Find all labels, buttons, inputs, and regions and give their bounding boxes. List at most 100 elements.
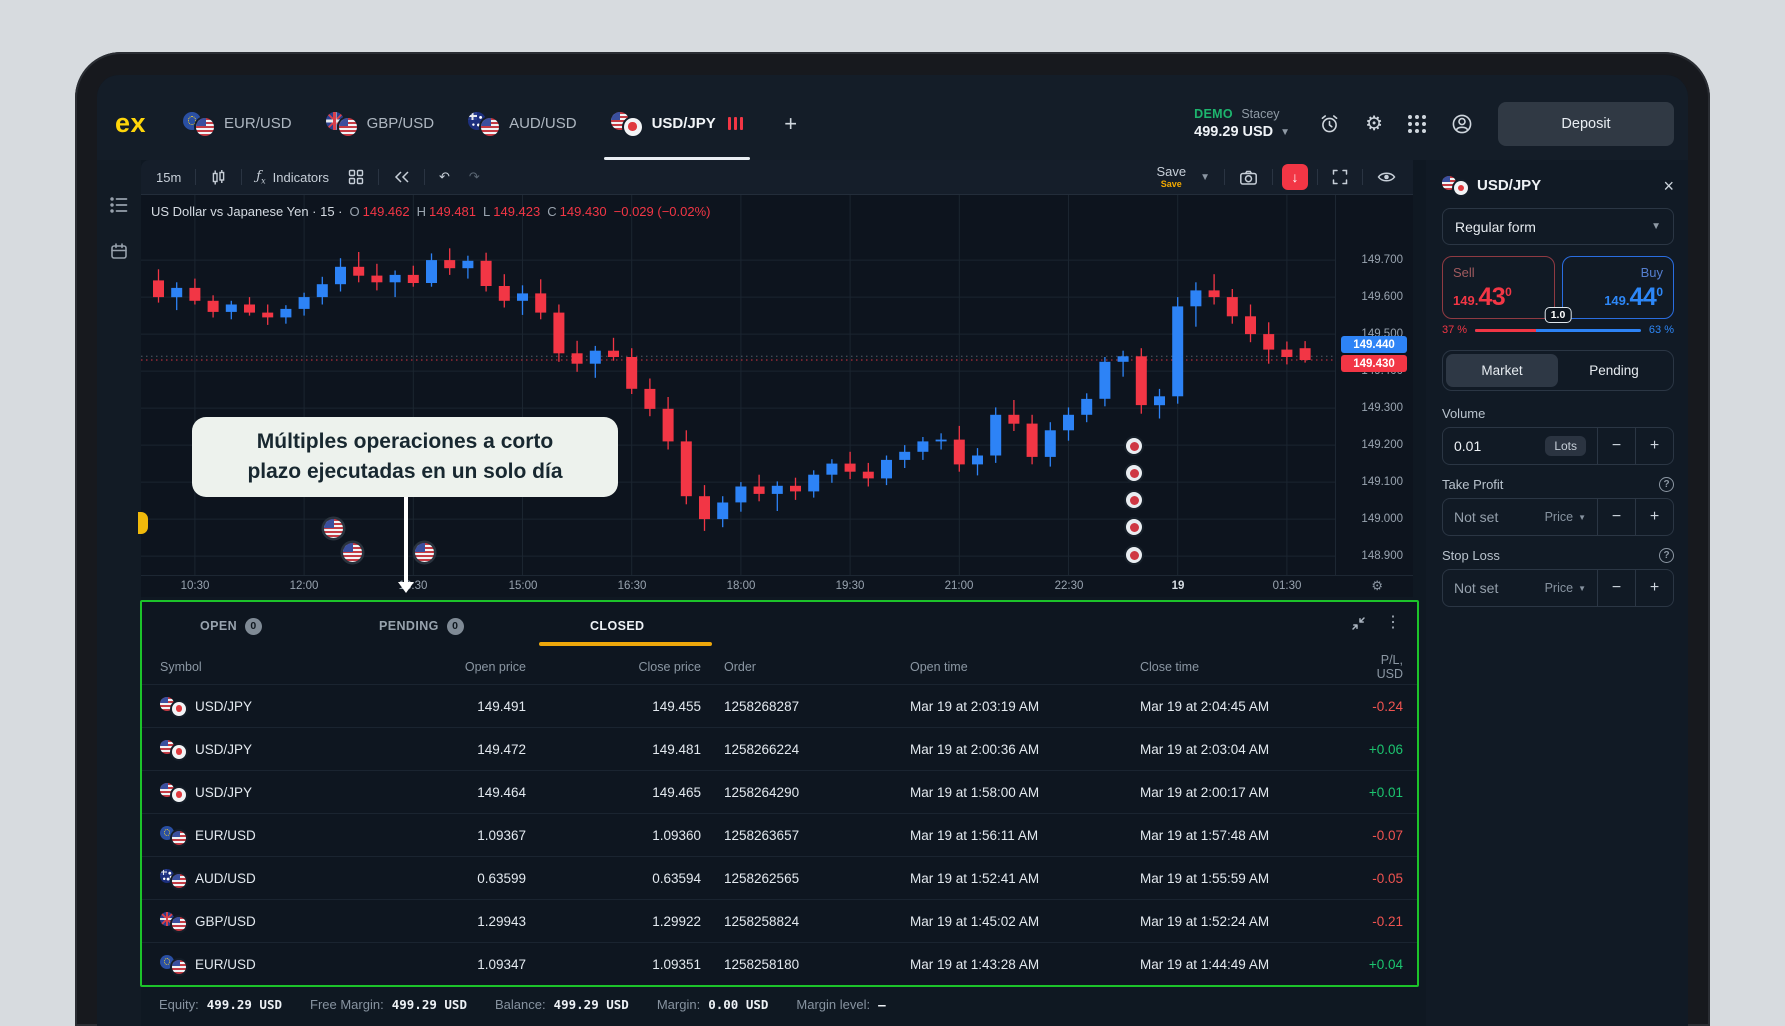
usdjpy-trade-marker[interactable] [1124, 490, 1144, 510]
save-chevron-icon[interactable]: ▼ [1200, 171, 1210, 183]
chart-canvas[interactable]: US Dollar vs Japanese Yen · 15 · O 149.46… [138, 195, 1413, 575]
symbol-label: EUR/USD [195, 827, 256, 843]
calendar-icon[interactable] [110, 242, 128, 260]
usdjpy-trade-marker[interactable] [1124, 517, 1144, 537]
arrow-head-icon [398, 582, 414, 593]
table-row[interactable]: EUR/USD 1.09347 1.09351 1258258180 Mar 19 at… [142, 942, 1417, 985]
yellow-bookmark[interactable] [138, 512, 148, 534]
info-icon[interactable]: ? [1659, 477, 1674, 492]
buy-button[interactable]: Buy 149.440 [1561, 256, 1674, 319]
rewind-icon[interactable] [388, 170, 415, 184]
stop-loss-plus-button[interactable]: + [1635, 570, 1673, 606]
positions-tab-pending[interactable]: PENDING 0 [379, 602, 464, 650]
apps-grid-icon[interactable] [1408, 114, 1426, 133]
trade-flag-marker[interactable] [415, 543, 434, 562]
usdjpy-trade-marker[interactable] [1124, 545, 1144, 565]
collapse-icon[interactable] [1351, 616, 1366, 631]
positions-tab-label: CLOSED [590, 619, 645, 633]
table-row[interactable]: GBP/USD 1.29943 1.29922 1258258824 Mar 19 at… [142, 899, 1417, 942]
info-icon[interactable]: ? [1659, 548, 1674, 563]
form-type-select[interactable]: Regular form ▼ [1442, 208, 1674, 245]
account-switcher[interactable]: DEMO Stacey 499.29 USD ▼ [1194, 107, 1290, 140]
pl-cell: -0.21 [1372, 913, 1403, 929]
volume-minus-button[interactable]: − [1597, 428, 1635, 464]
profile-icon[interactable] [1451, 113, 1473, 135]
usdjpy-trade-marker[interactable] [1124, 436, 1144, 456]
positions-panel: ⋮ OPEN 0 PENDING 0 CLOSED Symbol Open price Cl… [140, 600, 1419, 987]
watchlist-icon[interactable] [109, 196, 129, 214]
save-button[interactable]: Save Save [1156, 164, 1187, 189]
status-value: – [878, 996, 886, 1012]
currency-pair-icon [160, 825, 186, 845]
lots-unit-badge[interactable]: Lots [1545, 436, 1586, 456]
volume-input[interactable]: 0.01 Lots [1443, 428, 1597, 464]
volume-plus-button[interactable]: + [1635, 428, 1673, 464]
download-button[interactable]: ↓ [1282, 164, 1308, 190]
stop-loss-field: Not set Price ▼ − + [1442, 569, 1674, 607]
status-value: 499.29 USD [391, 996, 467, 1012]
time-axis[interactable]: ⚙ 10:30 12:00 13:30 15:00 16:30 18:00 19:30 21:… [141, 575, 1413, 597]
trade-flag-marker[interactable] [343, 543, 362, 562]
trade-flag-marker[interactable] [324, 519, 343, 538]
fullscreen-icon[interactable] [1327, 169, 1353, 185]
stop-loss-mode-select[interactable]: Price ▼ [1544, 581, 1586, 595]
positions-tab-closed[interactable]: CLOSED [590, 602, 645, 650]
table-row[interactable]: AUD/USD 0.63599 0.63594 1258262565 Mar 19 at… [142, 856, 1417, 899]
cell: Mar 19 at 1:52:24 AM [1140, 913, 1270, 929]
candlestick-chart[interactable] [141, 195, 1335, 575]
chevron-down-icon: ▼ [1280, 126, 1291, 138]
status-bar: Equity: 499.29 USD Free Margin: 499.29 USD B… [159, 991, 886, 1017]
timeframe-button[interactable]: 15m [156, 169, 182, 185]
add-instrument-button[interactable]: + [784, 110, 798, 136]
table-row[interactable]: EUR/USD 1.09367 1.09360 1258263657 Mar 19 at… [142, 813, 1417, 856]
price-tick: 149.700 [1361, 254, 1403, 266]
take-profit-mode-select[interactable]: Price ▼ [1544, 510, 1586, 524]
indicators-button[interactable]: ƒx Indicators [256, 168, 329, 186]
status-value: 499.29 USD [206, 996, 283, 1012]
stop-loss-minus-button[interactable]: − [1597, 570, 1635, 606]
table-row[interactable]: USD/JPY 149.491 149.455 1258268287 Mar 19 at… [142, 684, 1417, 727]
alarm-icon[interactable] [1319, 113, 1340, 134]
eye-icon[interactable] [1372, 170, 1401, 184]
take-profit-minus-button[interactable]: − [1597, 499, 1635, 535]
positions-tab-label: PENDING [379, 619, 439, 633]
tab-audusd[interactable]: AUD/USD [455, 87, 590, 160]
sell-button[interactable]: Sell 149.430 [1442, 256, 1555, 319]
close-icon[interactable]: × [1663, 175, 1674, 196]
kebab-menu-icon[interactable]: ⋮ [1385, 614, 1401, 631]
tab-usdjpy[interactable]: USD/JPY [598, 87, 757, 160]
cell: 1258258824 [724, 913, 800, 929]
currency-pair-icon [610, 111, 642, 136]
tab-eurusd[interactable]: EUR/USD [170, 87, 305, 160]
positions-tab-open[interactable]: OPEN 0 [200, 602, 263, 650]
tab-pending[interactable]: Pending [1589, 363, 1639, 378]
tab-gbpusd[interactable]: GBP/USD [313, 87, 448, 160]
layout-grid-icon[interactable] [343, 169, 369, 185]
camera-icon[interactable] [1234, 169, 1263, 186]
usdjpy-trade-marker[interactable] [1124, 463, 1144, 483]
time-tick: 01:30 [1272, 580, 1302, 592]
eu-flag-icon [160, 825, 174, 840]
cell: Mar 19 at 1:52:41 AM [910, 870, 1040, 886]
axis-settings-icon[interactable]: ⚙ [1371, 578, 1383, 593]
tab-market[interactable]: Market [1446, 354, 1558, 387]
price-axis[interactable]: 149.700149.600149.500149.400149.300149.2… [1335, 195, 1413, 575]
instrument-tabs: EUR/USD GBP/USD AUD/USD USD/JPY [170, 87, 764, 160]
table-row[interactable]: USD/JPY 149.464 149.465 1258264290 Mar 19 at… [142, 770, 1417, 813]
deposit-button[interactable]: Deposit [1498, 101, 1674, 146]
settings-gear-icon[interactable]: ⚙ [1365, 112, 1383, 135]
stop-loss-input[interactable]: Not set Price ▼ [1454, 580, 1586, 596]
undo-icon[interactable]: ↶ [439, 169, 450, 184]
take-profit-input[interactable]: Not set Price ▼ [1454, 509, 1586, 525]
column-header: Close time [1140, 660, 1200, 674]
column-header: Symbol [160, 660, 202, 674]
chart-legend: US Dollar vs Japanese Yen · 15 · O 149.46… [151, 204, 711, 219]
redo-icon[interactable]: ↷ [468, 169, 480, 184]
table-row[interactable]: USD/JPY 149.472 149.481 1258266224 Mar 19 at… [142, 727, 1417, 770]
order-panel-symbol: USD/JPY [1477, 177, 1542, 194]
status-value: 499.29 USD [553, 996, 629, 1012]
take-profit-plus-button[interactable]: + [1635, 499, 1673, 535]
status-label: Equity: [159, 996, 199, 1012]
chart-type-candles-icon[interactable] [205, 169, 232, 186]
status-label: Balance: [494, 996, 546, 1012]
